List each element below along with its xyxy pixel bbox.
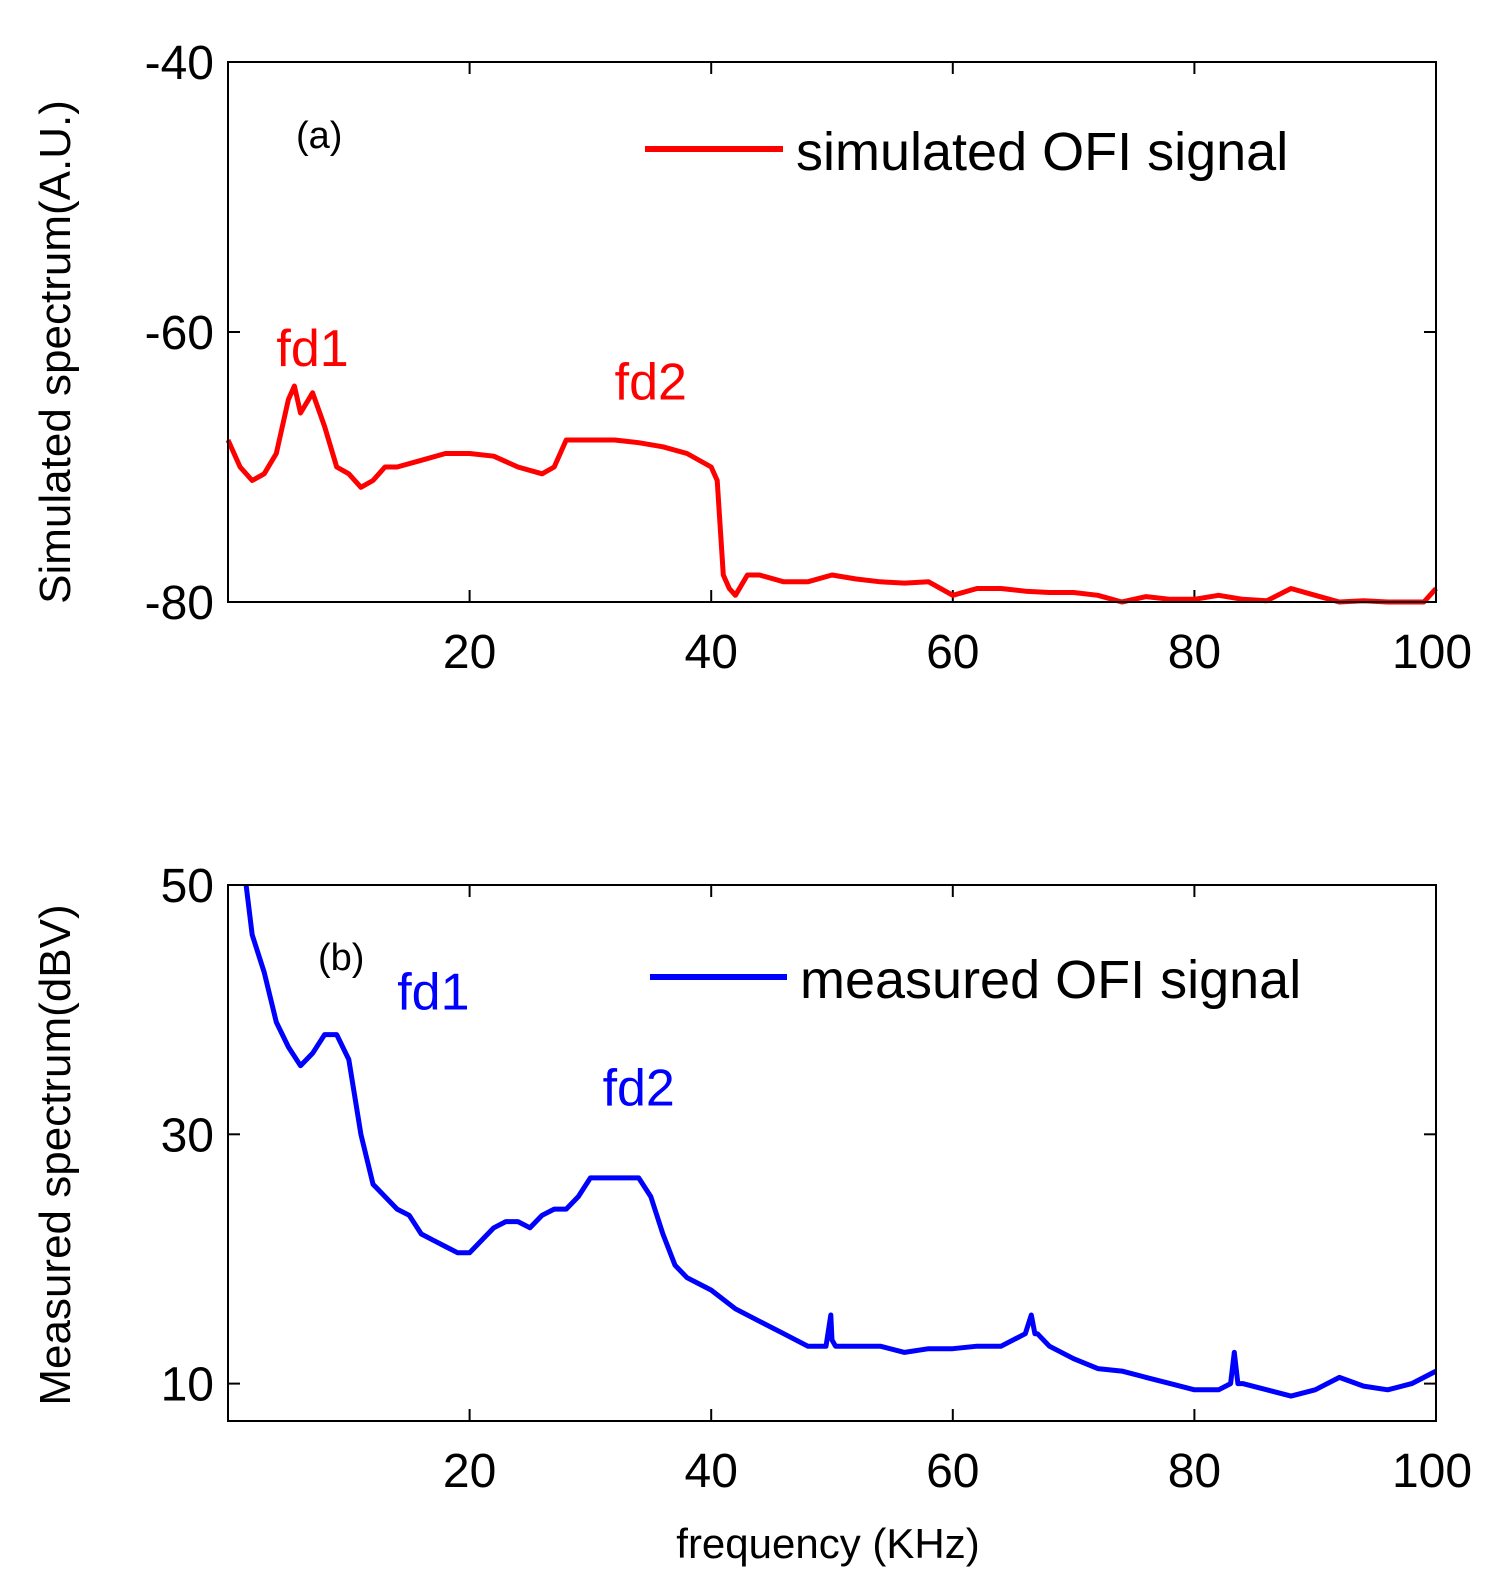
panel-b-x-tick-label: 40 <box>685 1445 738 1498</box>
panel-b-x-tick-label: 80 <box>1168 1445 1221 1498</box>
panel-b-axes-frame <box>227 884 1437 1422</box>
panel-a-legend-label: simulated OFI signal <box>796 122 1288 182</box>
panel-b-x-tick-label: 100 <box>1392 1445 1472 1498</box>
panel-a-y-axis-title: Simulated spectrum(A.U.) <box>31 100 80 604</box>
panel-a-peak-label-fd2: fd2 <box>615 354 687 412</box>
panel-a-peak-label-fd1: fd1 <box>276 320 348 378</box>
panel-a-axes-frame <box>227 61 1437 603</box>
panel-a-tick-labels: 20 40 60 80 100 -80 -60 -40 <box>145 37 1472 679</box>
panel-a-x-tick-label: 20 <box>443 626 496 679</box>
panel-b-peak-label-fd1: fd1 <box>397 964 469 1022</box>
panel-a-x-tick-label: 60 <box>926 626 979 679</box>
panel-b-y-tick-label: 50 <box>161 860 214 913</box>
panel-b-x-tick-label: 20 <box>443 1445 496 1498</box>
panel-a-x-tick-label: 80 <box>1168 626 1221 679</box>
panel-b-peak-label-fd2: fd2 <box>603 1060 675 1118</box>
panel-a-y-tick-label: -80 <box>145 577 214 630</box>
panel-a-y-tick-label: -40 <box>145 37 214 90</box>
panel-b-x-tick-label: 60 <box>926 1445 979 1498</box>
panel-a-label: (a) <box>296 115 342 157</box>
panel-a-x-tick-label: 100 <box>1392 626 1472 679</box>
panel-b-y-tick-label: 10 <box>161 1359 214 1412</box>
panel-a-series-line <box>225 383 1438 605</box>
panel-b-y-axis-title: Measured spectrum(dBV) <box>31 904 80 1405</box>
panel-b-x-axis-title: frequency (KHz) <box>676 1520 979 1567</box>
panel-b-label: (b) <box>318 937 364 979</box>
panel-a-x-tick-label: 40 <box>685 626 738 679</box>
panel-a: 20 40 60 80 100 -80 -60 -40 (a) simulated OFI s… <box>31 37 1472 679</box>
panel-b-series-line <box>243 884 1438 1399</box>
panel-b-y-tick-label: 30 <box>161 1109 214 1162</box>
panel-b-tick-labels: 20 40 60 80 100 10 30 50 <box>161 860 1472 1498</box>
panel-b-legend-label: measured OFI signal <box>800 950 1301 1010</box>
panel-a-y-tick-label: -60 <box>145 307 214 360</box>
panel-b: 20 40 60 80 100 10 30 50 (b) measured OFI signa… <box>31 860 1472 1567</box>
